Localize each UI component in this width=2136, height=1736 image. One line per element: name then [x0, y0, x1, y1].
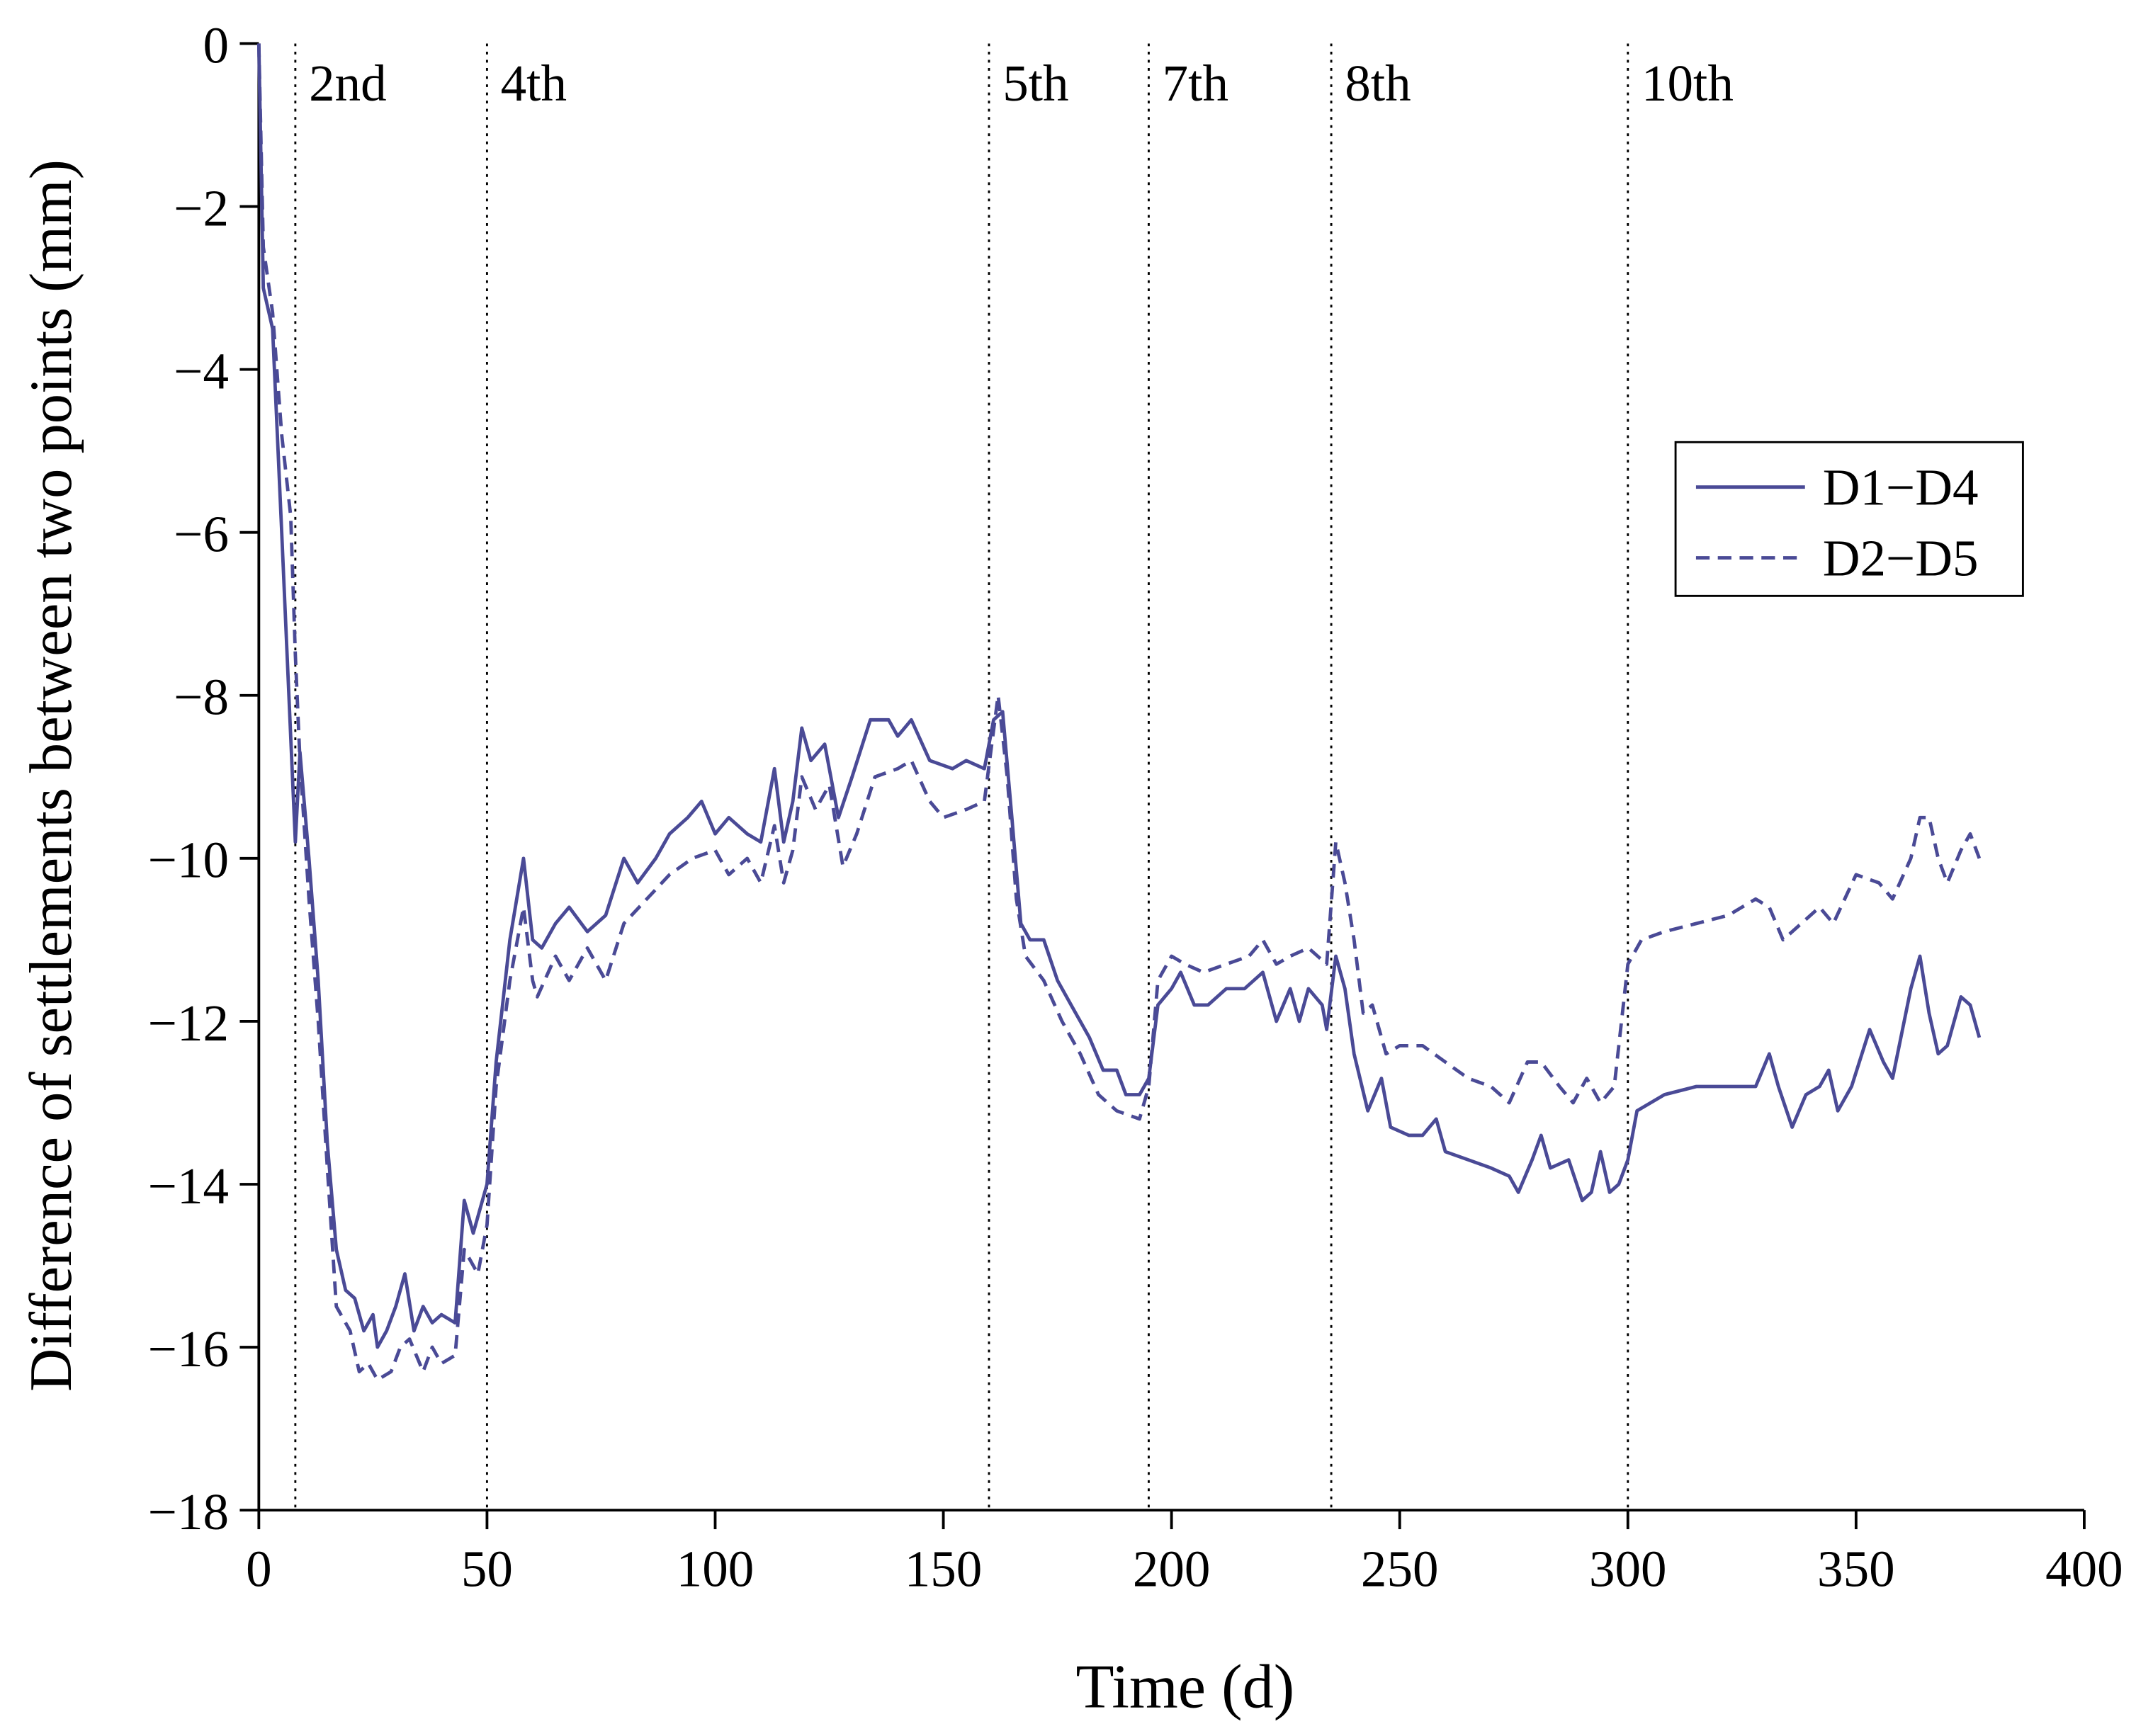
stage-label: 7th: [1163, 55, 1228, 112]
data-line: [256, 43, 1982, 1382]
x-tick-label: 50: [461, 1541, 513, 1598]
y-tick-label: −4: [174, 343, 229, 400]
x-tick-label: 350: [1817, 1541, 1895, 1598]
legend-label: D1−D4: [1823, 459, 1979, 516]
y-tick-label: −18: [148, 1483, 229, 1541]
x-axis-label: Time (d): [1075, 1652, 1294, 1722]
y-tick-label: −16: [148, 1320, 229, 1378]
y-tick-label: −2: [174, 179, 229, 237]
stage-label: 10th: [1641, 55, 1734, 112]
legend-box: [1674, 441, 2024, 597]
y-tick-label: −10: [148, 832, 229, 889]
stage-label: 2nd: [309, 55, 387, 112]
x-tick-label: 100: [677, 1541, 755, 1598]
y-tick-label: −14: [148, 1157, 229, 1215]
x-tick-label: 150: [905, 1541, 983, 1598]
x-tick-label: 400: [2045, 1541, 2123, 1598]
data-line: [256, 43, 1982, 1349]
x-tick-label: 300: [1589, 1541, 1667, 1598]
y-tick-label: −12: [148, 994, 229, 1052]
x-tick-label: 0: [246, 1541, 272, 1598]
stage-label: 8th: [1345, 55, 1411, 112]
legend-label: D2−D5: [1823, 530, 1979, 587]
x-tick-label: 200: [1133, 1541, 1211, 1598]
stage-label: 5th: [1002, 55, 1068, 112]
x-tick-label: 250: [1361, 1541, 1439, 1598]
stage-label: 4th: [501, 55, 567, 112]
y-tick-label: −8: [174, 669, 229, 726]
y-axis-label: Difference of settlements between two po…: [18, 159, 84, 1392]
y-tick-label: 0: [203, 16, 230, 74]
y-tick-label: −6: [174, 506, 229, 563]
